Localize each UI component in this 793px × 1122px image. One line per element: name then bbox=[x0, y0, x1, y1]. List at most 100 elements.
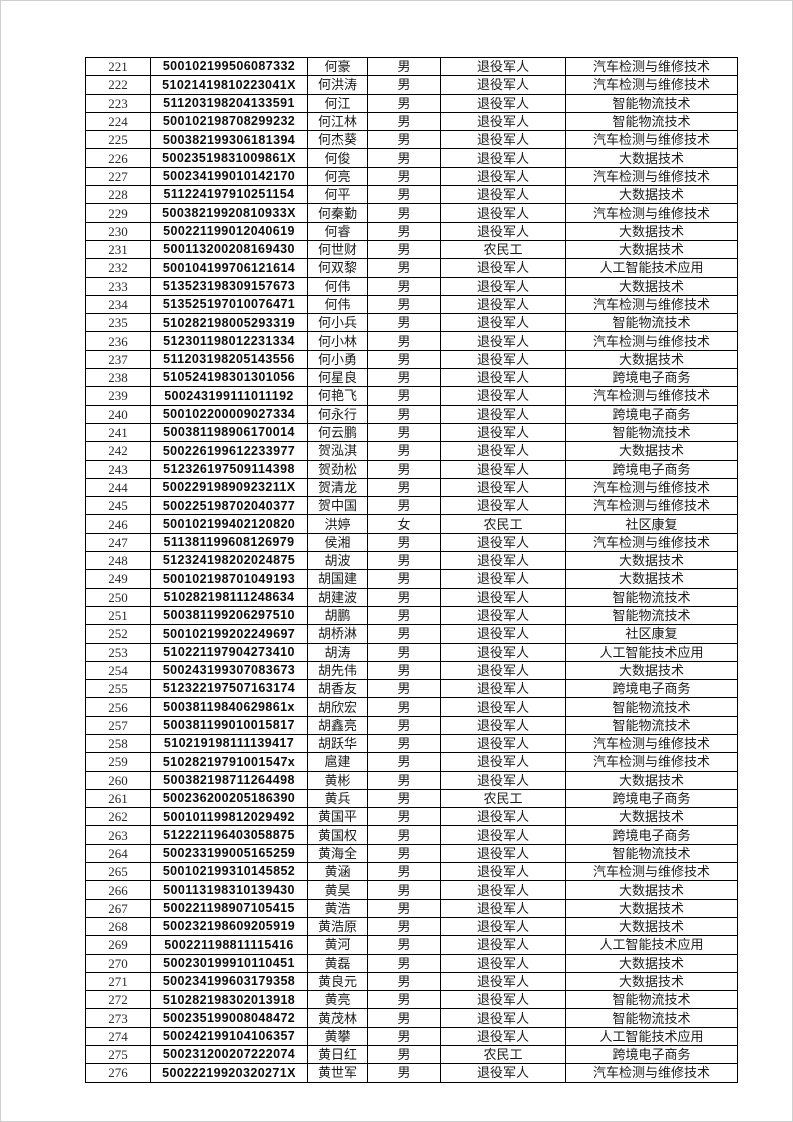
name-cell: 黄浩原 bbox=[307, 916, 368, 937]
major-cell: 智能物流技术 bbox=[565, 587, 738, 607]
table-row: 247 511381199608126979 侯湘男退役军人 汽车检测与维修技术 bbox=[85, 532, 738, 553]
table-row: 260 500382198711264498 黄彬男退役军人 大数据技术 bbox=[85, 770, 738, 790]
category-cell: 农民工 bbox=[440, 1045, 566, 1065]
category-cell: 退役军人 bbox=[440, 75, 566, 95]
name-cell: 何艳飞 bbox=[307, 386, 368, 406]
major-cell: 大数据技术 bbox=[565, 898, 738, 918]
category-cell: 退役军人 bbox=[440, 916, 566, 937]
table-row: 253 510221197904273410 胡涛男退役军人 人工智能技术应用 bbox=[85, 642, 738, 662]
major-cell: 人工智能技术应用 bbox=[565, 1026, 738, 1047]
id-number-cell: 500232198609205919 bbox=[150, 916, 308, 937]
table-row: 256 50038119840629861x 胡欣宏男退役军人 智能物流技术 bbox=[85, 697, 738, 717]
category-cell: 退役军人 bbox=[440, 880, 566, 900]
table-row: 274 500242199104106357 黄攀男退役军人 人工智能技术应用 bbox=[85, 1026, 738, 1047]
id-number-cell: 50022919890923211X bbox=[150, 477, 308, 498]
name-cell: 扈建 bbox=[307, 752, 368, 772]
gender-cell: 男 bbox=[367, 1008, 441, 1028]
id-number-cell: 500102199310145852 bbox=[150, 862, 308, 882]
row-number-cell: 266 bbox=[85, 880, 151, 900]
table-row: 251 500381199206297510 胡鹏男退役军人 智能物流技术 bbox=[85, 605, 738, 626]
name-cell: 黄亮 bbox=[307, 990, 368, 1010]
gender-cell: 男 bbox=[367, 971, 441, 992]
name-cell: 胡建波 bbox=[307, 587, 368, 607]
name-cell: 何伟 bbox=[307, 294, 368, 315]
major-cell: 大数据技术 bbox=[565, 221, 738, 241]
name-cell: 黄攀 bbox=[307, 1026, 368, 1047]
table-row: 259 51028219791001547x 扈建男退役军人 汽车检测与维修技术 bbox=[85, 752, 738, 772]
category-cell: 退役军人 bbox=[440, 496, 566, 516]
row-number-cell: 273 bbox=[85, 1008, 151, 1028]
gender-cell: 男 bbox=[367, 441, 441, 461]
gender-cell: 男 bbox=[367, 898, 441, 918]
name-cell: 黄兵 bbox=[307, 788, 368, 809]
category-cell: 退役军人 bbox=[440, 386, 566, 406]
table-row: 231 500113200208169430 何世财男农民工 大数据技术 bbox=[85, 239, 738, 260]
table-row: 254 500243199307083673 胡先伟男退役军人 大数据技术 bbox=[85, 660, 738, 681]
name-cell: 黄日红 bbox=[307, 1045, 368, 1065]
row-number-cell: 250 bbox=[85, 587, 151, 607]
major-cell: 跨境电子商务 bbox=[565, 788, 738, 809]
major-cell: 跨境电子商务 bbox=[565, 404, 738, 424]
id-number-cell: 500234199010142170 bbox=[150, 166, 308, 187]
major-cell: 大数据技术 bbox=[565, 185, 738, 205]
roster-table-body: 221 500102199506087332 何豪男退役军人 汽车检测与维修技术 222… bbox=[85, 56, 738, 1083]
name-cell: 何永行 bbox=[307, 404, 368, 424]
table-row: 240 500102200009027334 何永行男退役军人 跨境电子商务 bbox=[85, 404, 738, 424]
id-number-cell: 500102199506087332 bbox=[150, 56, 308, 77]
gender-cell: 男 bbox=[367, 166, 441, 187]
name-cell: 贺泓淇 bbox=[307, 441, 368, 461]
id-number-cell: 500102199202249697 bbox=[150, 624, 308, 644]
id-number-cell: 50038219920810933X bbox=[150, 203, 308, 223]
gender-cell: 男 bbox=[367, 496, 441, 516]
id-number-cell: 500243199111011192 bbox=[150, 386, 308, 406]
name-cell: 胡欣宏 bbox=[307, 697, 368, 717]
category-cell: 退役军人 bbox=[440, 441, 566, 461]
category-cell: 退役军人 bbox=[440, 752, 566, 772]
major-cell: 智能物流技术 bbox=[565, 422, 738, 443]
id-number-cell: 500102200009027334 bbox=[150, 404, 308, 424]
category-cell: 退役军人 bbox=[440, 185, 566, 205]
name-cell: 黄良元 bbox=[307, 971, 368, 992]
id-number-cell: 500221198811115416 bbox=[150, 935, 308, 955]
row-number-cell: 276 bbox=[85, 1063, 151, 1083]
major-cell: 大数据技术 bbox=[565, 569, 738, 589]
gender-cell: 男 bbox=[367, 294, 441, 315]
gender-cell: 男 bbox=[367, 331, 441, 351]
name-cell: 黄河 bbox=[307, 935, 368, 955]
id-number-cell: 500381199206297510 bbox=[150, 605, 308, 626]
category-cell: 退役军人 bbox=[440, 422, 566, 443]
category-cell: 退役军人 bbox=[440, 56, 566, 77]
table-row: 235 510282198005293319 何小兵男退役军人 智能物流技术 bbox=[85, 313, 738, 333]
row-number-cell: 230 bbox=[85, 221, 151, 241]
major-cell: 汽车检测与维修技术 bbox=[565, 733, 738, 754]
gender-cell: 男 bbox=[367, 605, 441, 626]
id-number-cell: 512322197507163174 bbox=[150, 679, 308, 699]
name-cell: 黄茂林 bbox=[307, 1008, 368, 1028]
table-row: 258 510219198111139417 胡跃华男退役军人 汽车检测与维修技术 bbox=[85, 733, 738, 754]
id-number-cell: 500221198907105415 bbox=[150, 898, 308, 918]
category-cell: 退役军人 bbox=[440, 807, 566, 827]
table-row: 266 500113198310139430 黄昊男退役军人 大数据技术 bbox=[85, 880, 738, 900]
table-row: 225 500382199306181394 何杰葵男退役军人 汽车检测与维修技术 bbox=[85, 130, 738, 150]
major-cell: 智能物流技术 bbox=[565, 843, 738, 864]
name-cell: 侯湘 bbox=[307, 532, 368, 553]
row-number-cell: 239 bbox=[85, 386, 151, 406]
id-number-cell: 511203198205143556 bbox=[150, 349, 308, 370]
table-row: 237 511203198205143556 何小勇男退役军人 大数据技术 bbox=[85, 349, 738, 370]
table-row: 263 512221196403058875 黄国权男退役军人 跨境电子商务 bbox=[85, 825, 738, 845]
table-row: 241 500381198906170014 何云鹏男退役军人 智能物流技术 bbox=[85, 422, 738, 443]
table-row: 232 500104199706121614 何双黎男退役军人 人工智能技术应用 bbox=[85, 258, 738, 278]
name-cell: 胡涛 bbox=[307, 642, 368, 662]
category-cell: 退役军人 bbox=[440, 971, 566, 992]
id-number-cell: 510282198111248634 bbox=[150, 587, 308, 607]
gender-cell: 男 bbox=[367, 386, 441, 406]
id-number-cell: 500231200207222074 bbox=[150, 1045, 308, 1065]
name-cell: 胡跃华 bbox=[307, 733, 368, 754]
gender-cell: 男 bbox=[367, 75, 441, 95]
table-row: 273 500235199008048472 黄茂林男退役军人 智能物流技术 bbox=[85, 1008, 738, 1028]
category-cell: 退役军人 bbox=[440, 551, 566, 571]
gender-cell: 男 bbox=[367, 624, 441, 644]
table-row: 233 513523198309157673 何伟男退役军人 大数据技术 bbox=[85, 276, 738, 296]
row-number-cell: 261 bbox=[85, 788, 151, 809]
major-cell: 智能物流技术 bbox=[565, 93, 738, 113]
